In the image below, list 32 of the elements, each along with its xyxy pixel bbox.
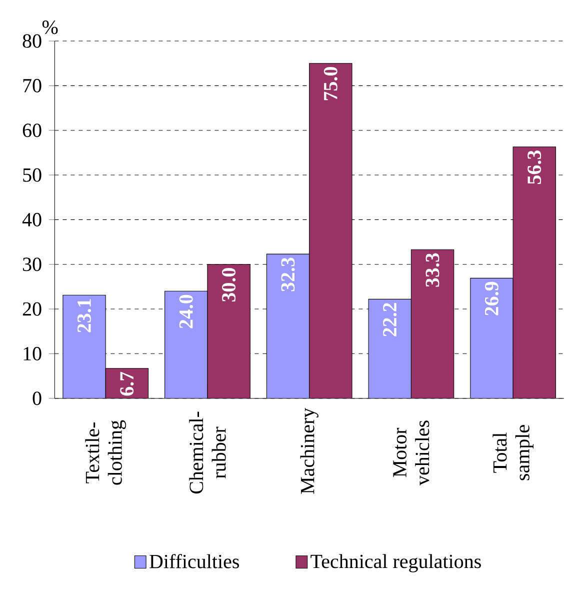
data-label: 33.3: [426, 253, 440, 287]
y-axis-title: %: [42, 20, 58, 34]
bar: [368, 299, 412, 398]
y-tick-label: 50: [23, 168, 42, 182]
data-label: 6.7: [120, 372, 134, 396]
legend-label: Technical regulations: [310, 554, 481, 572]
data-label: 75.0: [324, 67, 338, 100]
x-tick-label: Chemical-rubber: [189, 412, 226, 494]
y-tick-label: 0: [32, 392, 42, 406]
y-tick-label: 60: [22, 124, 42, 138]
legend-label: Difficulties: [150, 554, 239, 568]
y-tick-label: 80: [22, 34, 42, 48]
x-tick-label: Motor vehicles: [393, 420, 430, 486]
data-label: 32.3: [281, 258, 295, 292]
data-label: 23.1: [78, 299, 92, 332]
y-tick-label: 30: [23, 258, 42, 272]
bar: [266, 254, 310, 398]
data-label: 24.0: [179, 294, 193, 328]
data-label: 30.0: [222, 268, 236, 302]
data-label: 56.3: [528, 150, 542, 184]
x-tick-label: Textile-clothing: [85, 420, 126, 485]
data-label: 26.9: [484, 282, 498, 316]
x-tick-label: Total sample: [492, 425, 534, 480]
bar: [470, 278, 514, 398]
bar: [164, 291, 208, 398]
data-label: 22.2: [383, 302, 397, 336]
bar: [62, 295, 106, 398]
y-tick-label: 40: [22, 212, 42, 226]
y-tick-label: 70: [23, 78, 42, 92]
y-tick-label: 10: [24, 346, 42, 360]
y-tick-label: 20: [22, 302, 42, 316]
x-tick-label: Machinery: [300, 408, 318, 494]
